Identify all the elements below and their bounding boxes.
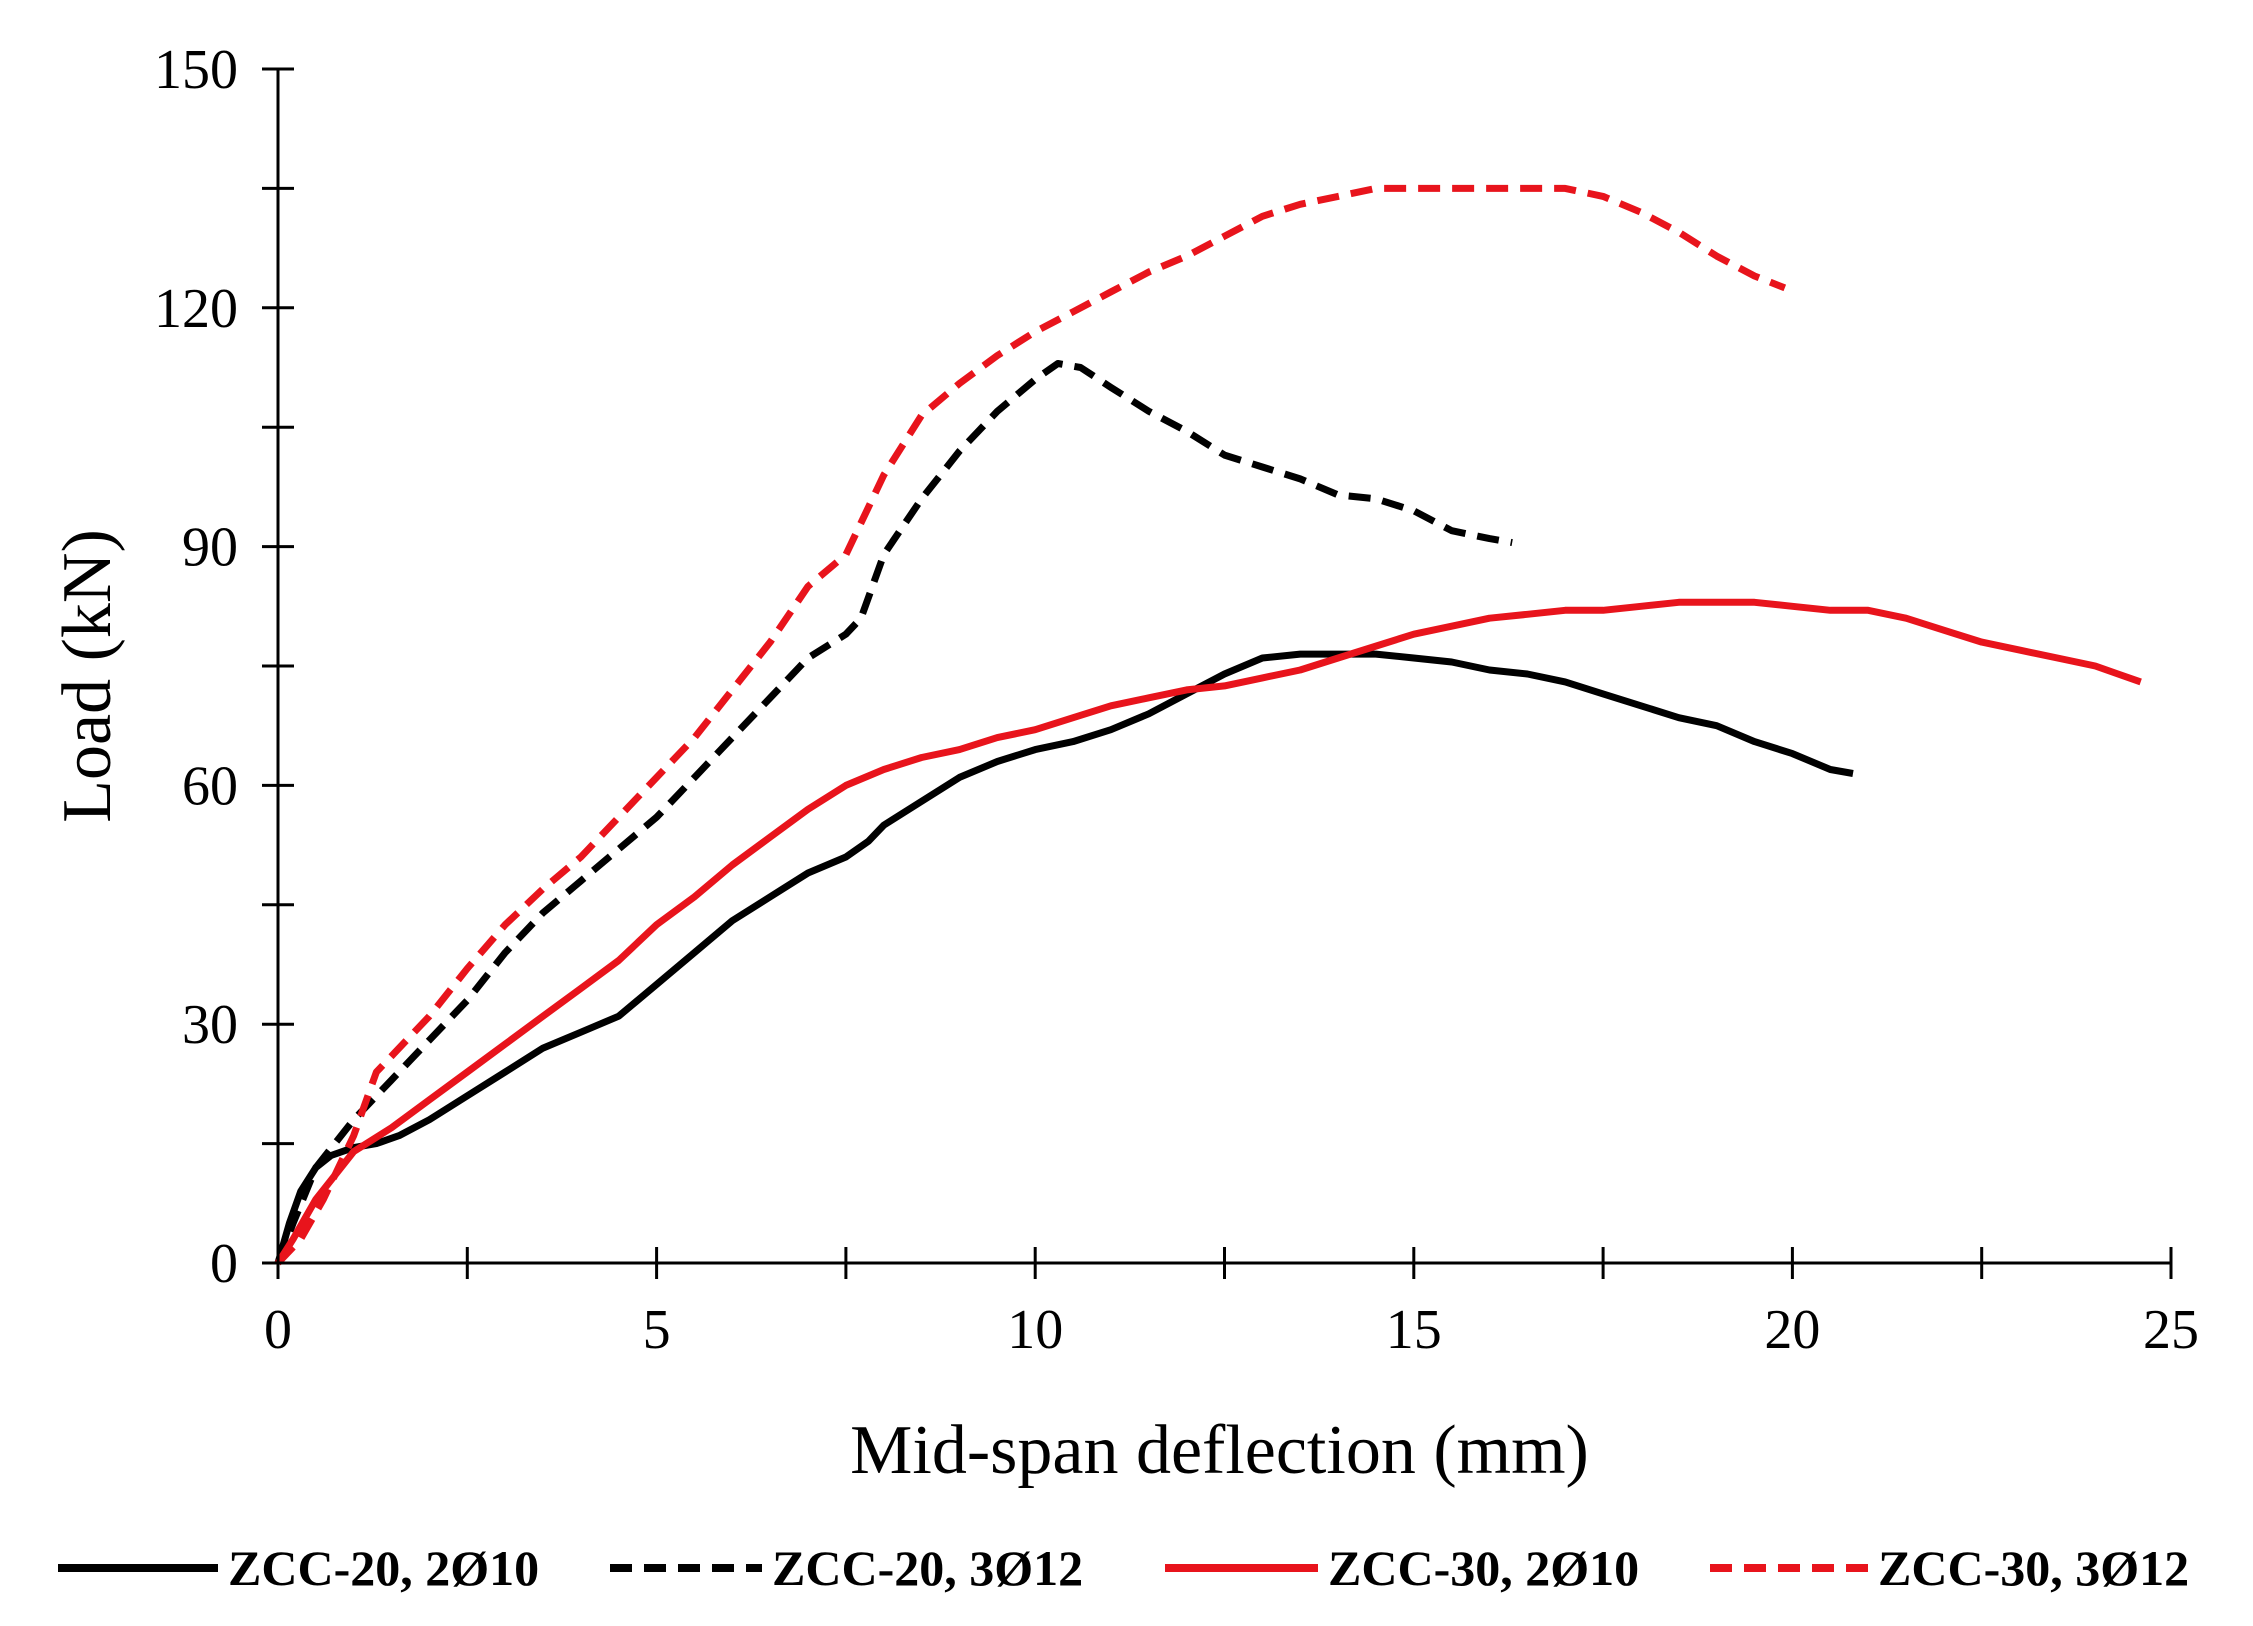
series-line-2 bbox=[274, 360, 1513, 1265]
series-line-1 bbox=[274, 650, 1854, 1264]
legend-label-3: ZCC-30, 2Ø10 bbox=[1328, 1540, 1639, 1596]
series-line-4 bbox=[275, 184, 1787, 1266]
x-tick-label: 10 bbox=[1007, 1299, 1063, 1361]
x-tick-label: 0 bbox=[264, 1299, 292, 1361]
y-tick-label: 120 bbox=[154, 278, 238, 340]
labels-layer: 0 30 60 90 120 150 0 5 10 15 20 25 Mid-span deflecti… bbox=[49, 39, 2199, 1489]
y-axis-title: Load (kN) bbox=[49, 529, 126, 823]
x-axis-title: Mid-span deflection (mm) bbox=[850, 1412, 1589, 1489]
axes-layer bbox=[262, 67, 2173, 1279]
x-tick-label: 5 bbox=[643, 1299, 671, 1361]
series-line-3 bbox=[275, 598, 2142, 1265]
legend-label-2: ZCC-20, 3Ø12 bbox=[772, 1540, 1083, 1596]
x-tick-label: 25 bbox=[2143, 1299, 2199, 1361]
legend-label-4: ZCC-30, 3Ø12 bbox=[1878, 1540, 2189, 1596]
y-tick-label: 90 bbox=[182, 517, 238, 579]
x-tick-label: 15 bbox=[1386, 1299, 1442, 1361]
legend-label-1: ZCC-20, 2Ø10 bbox=[228, 1540, 539, 1596]
y-tick-label: 30 bbox=[182, 994, 238, 1056]
y-tick-label: 150 bbox=[154, 39, 238, 101]
y-tick-label: 60 bbox=[182, 755, 238, 817]
x-tick-label: 20 bbox=[1764, 1299, 1820, 1361]
legend: ZCC-20, 2Ø10 ZCC-20, 3Ø12 ZCC-30, 2Ø10 ZCC-… bbox=[58, 1540, 2189, 1596]
y-tick-label: 0 bbox=[210, 1233, 238, 1295]
series-layer bbox=[274, 184, 2142, 1266]
